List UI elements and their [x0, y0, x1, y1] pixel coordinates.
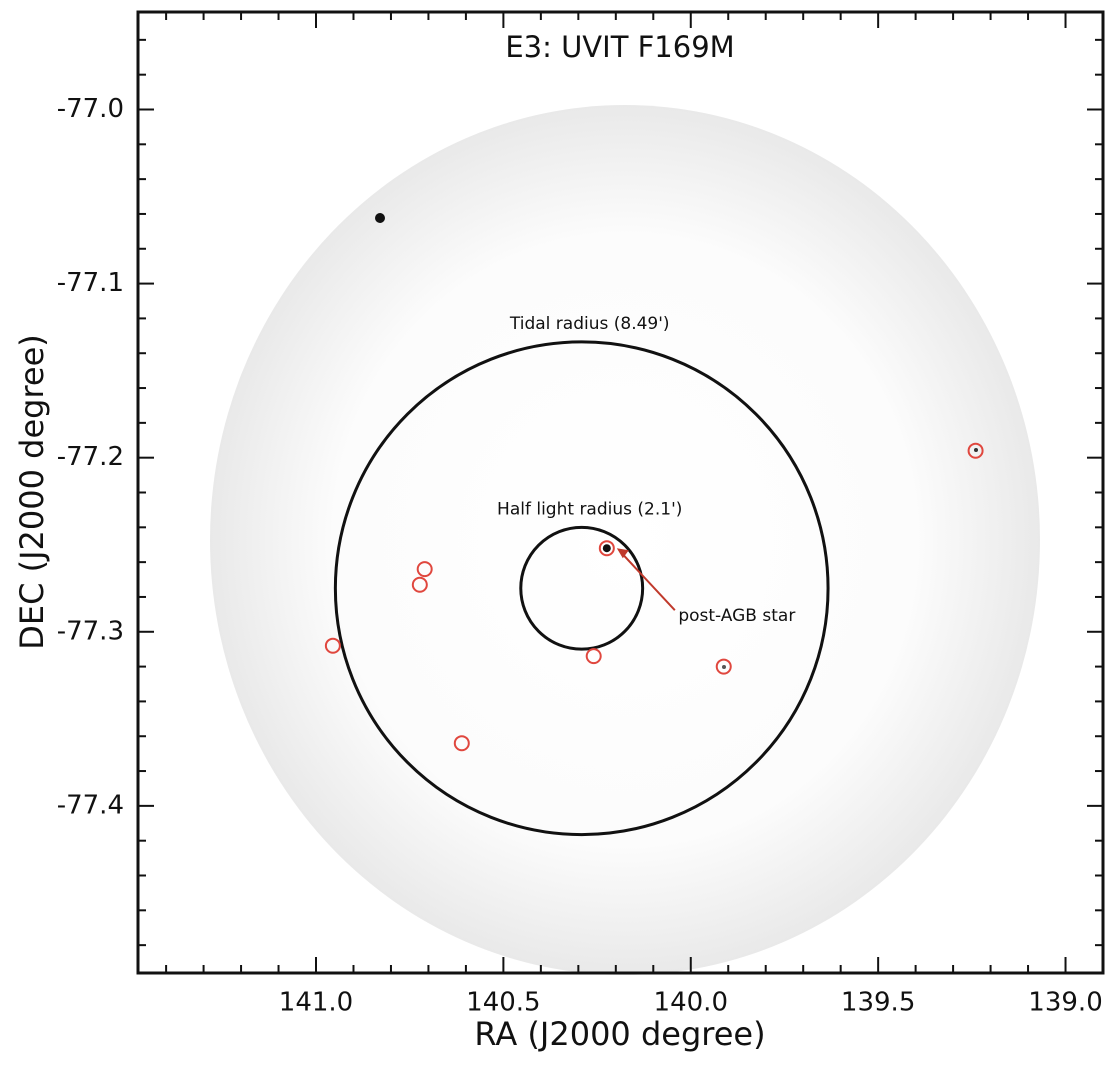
- x-axis-label: RA (J2000 degree): [474, 1015, 765, 1053]
- x-tick-label: 139.0: [1028, 988, 1102, 1018]
- annotation-label: post-AGB star: [678, 606, 795, 626]
- target-star: [603, 544, 611, 552]
- image-field: [210, 105, 1040, 975]
- y-tick-label: -77.2: [57, 442, 124, 472]
- x-tick-label: 139.5: [841, 988, 915, 1018]
- source-dot: [974, 448, 978, 452]
- x-tick-label: 140.5: [466, 988, 540, 1018]
- bright-source: [375, 213, 385, 223]
- y-tick-label: -77.0: [57, 94, 124, 124]
- radius-label: Tidal radius (8.49'): [509, 314, 670, 334]
- source-dot: [722, 665, 726, 669]
- x-tick-label: 140.0: [654, 988, 728, 1018]
- x-tick-label: 141.0: [279, 988, 353, 1018]
- chart-title: E3: UVIT F169M: [505, 30, 734, 64]
- chart: E3: UVIT F169M RA (J2000 degree) DEC (J2…: [0, 0, 1106, 1061]
- y-tick-label: -77.3: [57, 616, 124, 646]
- y-tick-label: -77.1: [57, 268, 124, 298]
- y-tick-label: -77.4: [57, 790, 124, 820]
- y-axis-label: DEC (J2000 degree): [13, 334, 51, 650]
- radius-label: Half light radius (2.1'): [497, 499, 682, 519]
